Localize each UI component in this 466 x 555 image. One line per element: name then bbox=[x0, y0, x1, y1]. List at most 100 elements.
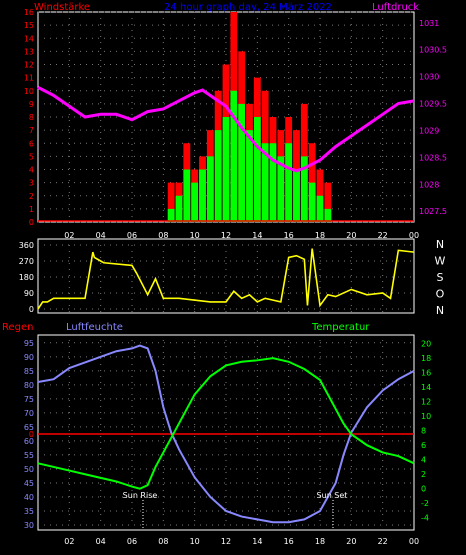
gust-bar bbox=[277, 156, 285, 222]
gust-bar bbox=[308, 182, 316, 222]
x-tick-label: 08 bbox=[158, 231, 168, 240]
tick-label: 3 bbox=[29, 179, 34, 188]
tick-label: 16 bbox=[421, 369, 431, 378]
tick-label: 12 bbox=[421, 398, 431, 407]
panel2-grid bbox=[38, 239, 414, 313]
x-tick-label: 00 bbox=[409, 231, 419, 240]
gust-bar bbox=[222, 117, 230, 222]
tick-label: 6 bbox=[421, 441, 426, 450]
panel3-right-axis: -4 -2 0 2 4 6 8 10 12 14 16 18 20 bbox=[421, 340, 431, 523]
tick-label: 40 bbox=[24, 493, 34, 502]
compass-label: N bbox=[436, 304, 444, 317]
x-tick-label: 18 bbox=[315, 231, 325, 240]
tick-label: 180 bbox=[19, 273, 34, 282]
temperature-line bbox=[37, 357, 415, 490]
tick-label: 2 bbox=[29, 192, 34, 201]
tick-label: 270 bbox=[19, 257, 34, 266]
tick-label: 0 bbox=[29, 218, 34, 227]
tick-label: 60 bbox=[24, 437, 34, 446]
tick-label: 4 bbox=[421, 456, 426, 465]
tick-label: 8 bbox=[421, 427, 426, 436]
tick-label: 75 bbox=[24, 395, 34, 404]
x-tick-label: 12 bbox=[221, 537, 231, 546]
wind-bar bbox=[324, 182, 332, 222]
tick-label: 16 bbox=[24, 8, 34, 17]
tick-label: 10 bbox=[421, 412, 431, 421]
tick-label: 18 bbox=[421, 354, 431, 363]
gust-bar bbox=[238, 103, 246, 222]
tick-label: 5 bbox=[29, 152, 34, 161]
x-tick-label: 06 bbox=[127, 537, 137, 546]
tick-label: 20 bbox=[421, 340, 431, 349]
gust-bar bbox=[206, 156, 214, 222]
x-tick-label: 02 bbox=[64, 537, 74, 546]
tick-label: 1028 bbox=[419, 180, 439, 189]
panel1-x-axis: 02 04 06 08 10 12 14 16 18 20 22 00 bbox=[64, 231, 419, 240]
tick-label: 1027.5 bbox=[419, 207, 447, 216]
x-tick-label: 20 bbox=[346, 231, 356, 240]
tick-label: 9 bbox=[29, 100, 34, 109]
tick-label: 0 bbox=[421, 485, 426, 494]
x-tick-label: 12 bbox=[221, 231, 231, 240]
graph-title: 24 hour graph day, 24 März 2022 bbox=[164, 2, 332, 13]
x-tick-label: 20 bbox=[346, 537, 356, 546]
gust-bar bbox=[253, 117, 261, 222]
tick-label: 4 bbox=[29, 166, 34, 175]
tick-label: 45 bbox=[24, 479, 34, 488]
tick-label: 70 bbox=[24, 409, 34, 418]
compass-label: N bbox=[436, 238, 444, 251]
tick-label: 50 bbox=[24, 465, 34, 474]
tick-label: 1 bbox=[29, 205, 34, 214]
tick-label: 360 bbox=[19, 241, 34, 250]
x-tick-label: 16 bbox=[284, 231, 294, 240]
tick-label: 14 bbox=[24, 34, 34, 43]
pressure-line bbox=[37, 86, 415, 173]
temperatur-label: Temperatur bbox=[311, 322, 370, 333]
gust-bar bbox=[199, 169, 206, 222]
gust-bar bbox=[261, 143, 269, 222]
tick-label: 2 bbox=[421, 470, 426, 479]
tick-label: 11 bbox=[24, 74, 34, 83]
x-tick-label: 02 bbox=[64, 231, 74, 240]
x-tick-label: 08 bbox=[158, 537, 168, 546]
x-tick-label: 22 bbox=[378, 231, 388, 240]
tick-label: 55 bbox=[24, 451, 34, 460]
luftfeuchte-label: Luftfeuchte bbox=[66, 322, 123, 333]
gust-bar bbox=[246, 130, 253, 222]
x-tick-label: 18 bbox=[315, 537, 325, 546]
tick-label: 80 bbox=[24, 381, 34, 390]
panel3-left-axis: 30 35 40 45 50 55 60 65 70 75 80 85 90 95 bbox=[24, 339, 34, 530]
compass-label: O bbox=[436, 288, 445, 301]
gust-bar bbox=[316, 195, 324, 222]
gust-bar bbox=[167, 208, 175, 222]
rain-tick-label: 0 bbox=[29, 430, 34, 439]
humidity-line bbox=[37, 344, 415, 524]
tick-label: 35 bbox=[24, 507, 34, 516]
tick-label: 7 bbox=[29, 126, 34, 135]
tick-label: 1031 bbox=[419, 19, 439, 28]
x-tick-label: 14 bbox=[252, 231, 262, 240]
tick-label: 1028.5 bbox=[419, 153, 447, 162]
tick-label: 8 bbox=[29, 113, 34, 122]
tick-label: 6 bbox=[29, 139, 34, 148]
gust-bar bbox=[324, 208, 332, 222]
wind-bars bbox=[38, 12, 414, 222]
tick-label: 1030 bbox=[419, 73, 439, 82]
x-tick-label: 10 bbox=[190, 231, 200, 240]
gust-bar bbox=[183, 169, 191, 222]
gust-bar bbox=[191, 182, 199, 222]
wind-direction-line bbox=[37, 248, 415, 310]
x-tick-label: 22 bbox=[378, 537, 388, 546]
gust-bar bbox=[300, 156, 308, 222]
sunset-label: Sun Set bbox=[317, 491, 348, 500]
panel3-x-axis: 02 04 06 08 10 12 14 16 18 20 22 00 bbox=[64, 537, 419, 546]
gust-bar bbox=[175, 195, 183, 222]
compass-label: S bbox=[437, 271, 444, 284]
gust-bar bbox=[269, 143, 277, 222]
tick-label: 0 bbox=[29, 305, 34, 314]
tick-label: 90 bbox=[24, 289, 34, 298]
tick-label: 85 bbox=[24, 367, 34, 376]
tick-label: 10 bbox=[24, 87, 34, 96]
